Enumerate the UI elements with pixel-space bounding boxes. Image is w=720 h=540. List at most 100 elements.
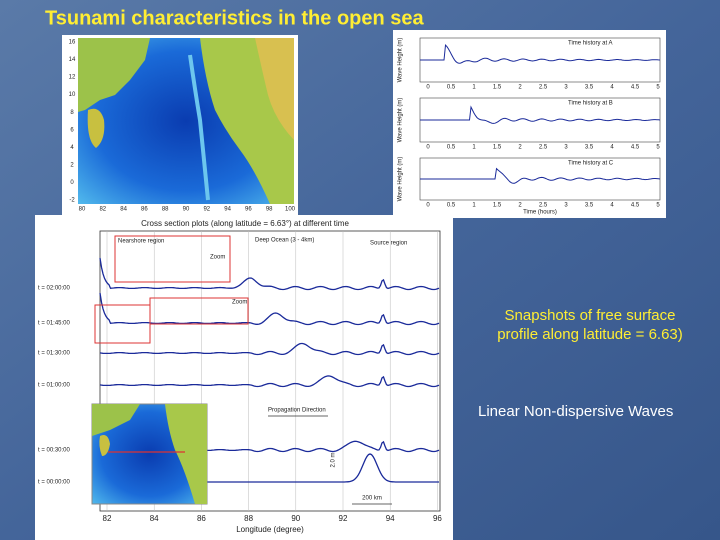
panel-title: Time history at A bbox=[568, 41, 612, 47]
x-tick-label: 5 bbox=[656, 203, 660, 209]
x-tick-label: 4 bbox=[610, 145, 614, 151]
cross-section-title: Cross section plots (along latitude = 6.… bbox=[141, 219, 349, 228]
time-label: t = 01:45:00 bbox=[38, 321, 71, 327]
wave-trace bbox=[99, 375, 440, 388]
slide-title: Tsunami characteristics in the open sea bbox=[45, 7, 425, 29]
time-label: t = 00:30:00 bbox=[38, 448, 71, 454]
annotation: Zoom bbox=[210, 255, 225, 261]
annotation: Source region bbox=[370, 241, 407, 247]
x-tick-label: 1.5 bbox=[493, 203, 502, 209]
inset-map bbox=[91, 403, 208, 505]
x-tick-label: 0.5 bbox=[447, 85, 456, 91]
panel-title: Time history at B bbox=[568, 101, 613, 107]
x-axis-label: Time (hours) bbox=[523, 210, 557, 216]
wave-trace bbox=[99, 292, 440, 326]
map-x-label: 80 bbox=[79, 207, 86, 213]
map-y-label: 4 bbox=[70, 145, 74, 151]
map-x-label: 90 bbox=[183, 207, 190, 213]
y-axis-label: Wave Height (m) bbox=[398, 98, 404, 143]
x-tick-label: 4.5 bbox=[631, 145, 640, 151]
wave-trace bbox=[420, 167, 661, 184]
map-y-label: 0 bbox=[70, 180, 74, 186]
x-tick-label: 86 bbox=[197, 514, 206, 523]
ridge bbox=[188, 54, 210, 201]
x-tick-label: 2.5 bbox=[539, 203, 548, 209]
map-x-label: 96 bbox=[245, 207, 252, 213]
x-tick-label: 2.5 bbox=[539, 145, 548, 151]
map-y-label: 8 bbox=[70, 110, 74, 116]
x-tick-label: 1 bbox=[472, 85, 476, 91]
time-label: t = 00:00:00 bbox=[38, 480, 71, 486]
y-axis-label: Wave Height (m) bbox=[398, 38, 404, 83]
x-tick-label: 3.5 bbox=[585, 203, 594, 209]
x-tick-label: 5 bbox=[656, 145, 660, 151]
map-x-label: 98 bbox=[266, 207, 273, 213]
map-x-label: 88 bbox=[162, 207, 169, 213]
map-y-label: 6 bbox=[70, 127, 74, 133]
land bbox=[255, 38, 294, 140]
land bbox=[78, 38, 150, 112]
x-tick-label: 3 bbox=[564, 85, 568, 91]
x-tick-label: 3.5 bbox=[585, 145, 594, 151]
panel-title: Time history at C bbox=[568, 161, 614, 167]
x-tick-label: 0 bbox=[426, 145, 430, 151]
annotation: Nearshore region bbox=[118, 239, 164, 245]
map-y-label: 12 bbox=[69, 75, 76, 81]
island bbox=[87, 108, 105, 148]
map bbox=[62, 35, 298, 215]
zoom-box bbox=[94, 304, 151, 344]
x-tick-label: 90 bbox=[291, 514, 300, 523]
x-tick-label: 4 bbox=[610, 85, 614, 91]
x-tick-label: 3 bbox=[564, 203, 568, 209]
x-tick-label: 2 bbox=[518, 85, 522, 91]
annotation: 2.0 m bbox=[331, 452, 337, 467]
x-tick-label: 4.5 bbox=[631, 85, 640, 91]
x-tick-label: 2 bbox=[518, 145, 522, 151]
x-axis-label: Longitude (degree) bbox=[236, 525, 304, 534]
x-tick-label: 94 bbox=[386, 514, 395, 523]
map-y-label: 2 bbox=[70, 162, 74, 168]
caption: profile along latitude = 6.63) bbox=[497, 326, 683, 343]
x-tick-label: 1.5 bbox=[493, 145, 502, 151]
wave-trace bbox=[99, 342, 440, 356]
annotation: Propagation Direction bbox=[268, 408, 326, 414]
map-x-label: 100 bbox=[285, 207, 296, 213]
time-label: t = 01:00:00 bbox=[38, 383, 71, 389]
map-x-label: 92 bbox=[203, 207, 210, 213]
y-axis-label: Wave Height (m) bbox=[398, 157, 404, 202]
x-tick-label: 92 bbox=[339, 514, 348, 523]
x-tick-label: 3.5 bbox=[585, 85, 594, 91]
zoom-box bbox=[114, 235, 231, 283]
x-tick-label: 0.5 bbox=[447, 145, 456, 151]
plot-area bbox=[99, 230, 441, 512]
x-tick-label: 88 bbox=[244, 514, 253, 523]
caption: Linear Non-dispersive Waves bbox=[478, 403, 673, 420]
x-tick-label: 1 bbox=[472, 203, 476, 209]
map-x-label: 84 bbox=[120, 207, 127, 213]
wave-trace bbox=[420, 43, 661, 64]
map-x-label: 82 bbox=[99, 207, 106, 213]
time-label: t = 01:30:00 bbox=[38, 351, 71, 357]
map-y-label: 14 bbox=[69, 57, 76, 63]
x-tick-label: 3 bbox=[564, 145, 568, 151]
x-tick-label: 5 bbox=[656, 85, 660, 91]
x-tick-label: 2 bbox=[518, 203, 522, 209]
x-tick-label: 0 bbox=[426, 203, 430, 209]
x-tick-label: 82 bbox=[103, 514, 112, 523]
annotation: Deep Ocean (3 - 4km) bbox=[255, 238, 314, 244]
annotation: 200 km bbox=[362, 496, 382, 502]
x-tick-label: 4 bbox=[610, 203, 614, 209]
x-tick-label: 1 bbox=[472, 145, 476, 151]
map-y-label: 16 bbox=[69, 40, 76, 46]
x-tick-label: 2.5 bbox=[539, 85, 548, 91]
x-tick-label: 96 bbox=[433, 514, 442, 523]
caption: Snapshots of free surface bbox=[505, 307, 676, 324]
map-y-label: -2 bbox=[69, 198, 75, 204]
x-tick-label: 0 bbox=[426, 85, 430, 91]
x-tick-label: 1.5 bbox=[493, 85, 502, 91]
x-tick-label: 4.5 bbox=[631, 203, 640, 209]
x-tick-label: 0.5 bbox=[447, 203, 456, 209]
time-label: t = 02:00:00 bbox=[38, 286, 71, 292]
